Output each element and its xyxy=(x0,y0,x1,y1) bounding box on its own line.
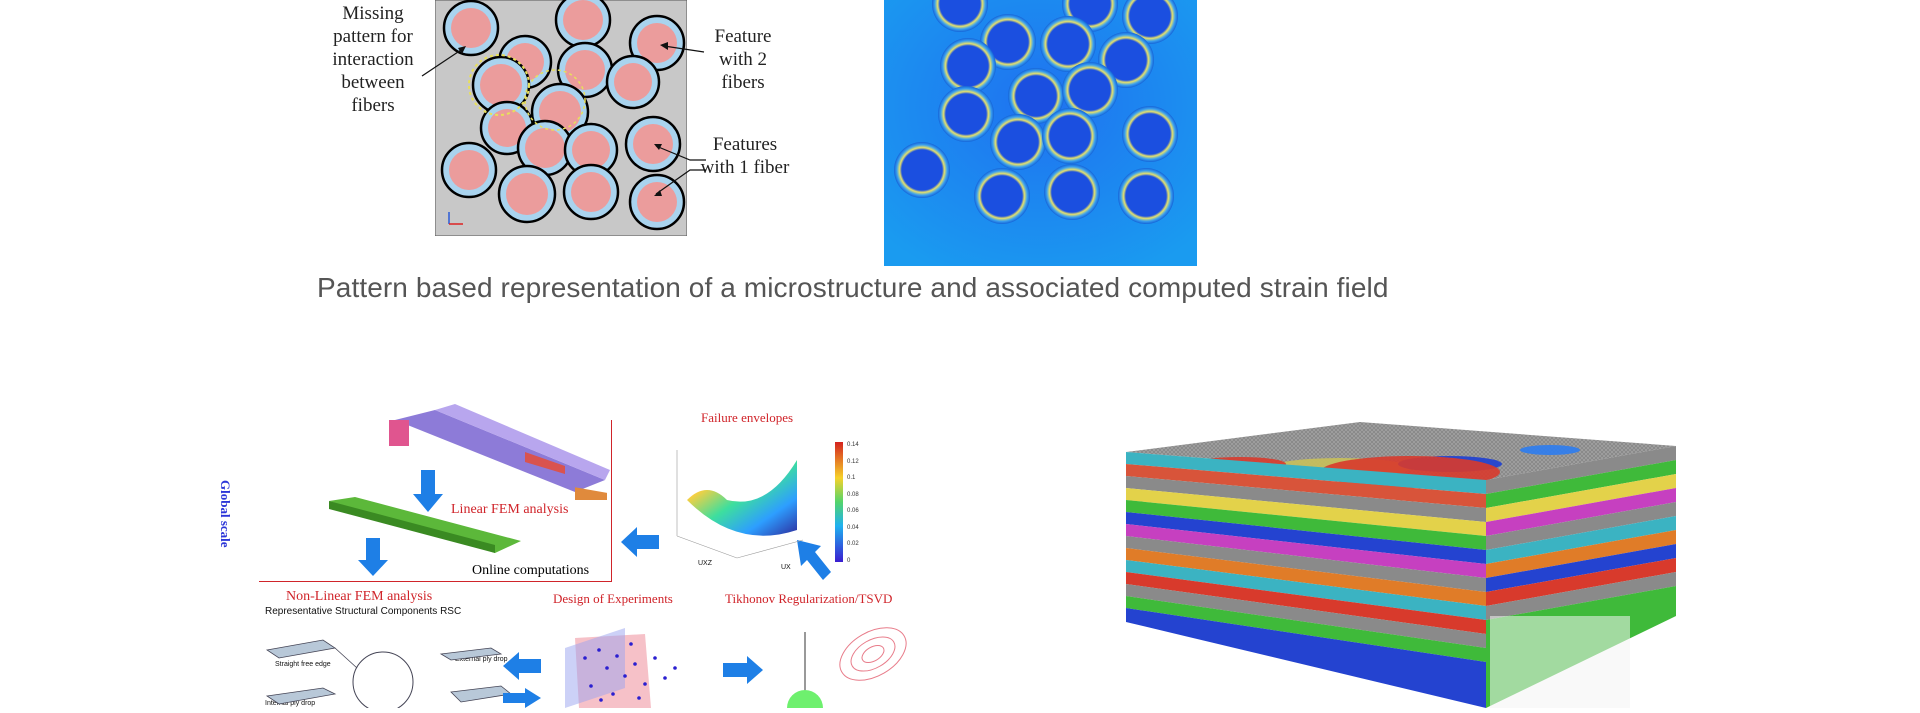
structural-beam-lower xyxy=(329,497,521,553)
global-scale-label: Global scale xyxy=(218,480,233,548)
rsc-label: Representative Structural Components RSC xyxy=(265,606,462,617)
internal-ply-drop-label: Internal ply drop xyxy=(265,700,316,707)
laminate-mesh-figure xyxy=(1120,416,1680,708)
design-of-experiments-label: Design of Experiments xyxy=(553,591,673,606)
online-frame-right xyxy=(611,420,612,582)
colorbar xyxy=(835,442,843,562)
straight-free-edge-label: Straight free edge xyxy=(275,661,331,668)
colorbar-tick: 0 xyxy=(847,557,851,564)
colorbar-tick: 0.1 xyxy=(847,475,856,482)
tikhonov-label: Tikhonov Regularization/TSVD xyxy=(725,591,893,606)
failure-envelopes-title: Failure envelopes xyxy=(701,410,794,425)
colorbar-tick: 0.08 xyxy=(847,491,859,498)
colorbar-tick: 0.12 xyxy=(847,458,859,465)
microstructure-pattern-figure xyxy=(434,0,688,237)
strain-field-figure xyxy=(884,0,1197,266)
missing-pattern-arrow xyxy=(421,46,466,77)
missing-pattern-annotation: Missing pattern for interaction between … xyxy=(332,3,414,116)
down-arrow-2 xyxy=(358,538,388,576)
feature-2-fibers-annotation: Feature with 2 fibers xyxy=(714,26,772,93)
tikhonov-ellipse-sketch xyxy=(787,627,907,708)
microstructure-pattern-image xyxy=(434,0,688,237)
failure-envelope-surface xyxy=(676,450,804,559)
laminate-mesh-image xyxy=(1126,422,1676,708)
colorbar-ticks: 0.14 0.12 0.1 0.08 0.06 0.04 0.02 0 xyxy=(847,442,859,564)
nonlinear-fem-label: Non-Linear FEM analysis xyxy=(286,589,433,604)
diagonal-arrow-tikhonov xyxy=(797,540,831,580)
workflow-figure: Global scale Linear FEM analysis Online … xyxy=(218,400,955,708)
left-arrow-online xyxy=(621,527,659,557)
linear-fem-label: Linear FEM analysis xyxy=(451,502,569,517)
features-1-fiber-annotation: Features with 1 fiber xyxy=(700,134,790,178)
doe-scatter xyxy=(565,628,677,708)
strain-field-image xyxy=(884,0,1197,266)
axis-label-uxz: UXZ xyxy=(698,560,712,567)
down-arrow-1 xyxy=(413,470,443,512)
rsc-sketches xyxy=(265,639,414,708)
external-ply-drop-label: External ply drop xyxy=(455,656,508,663)
colorbar-tick: 0.06 xyxy=(847,508,859,515)
colorbar-tick: 0.04 xyxy=(847,524,859,531)
right-arrow-rsc xyxy=(503,688,541,708)
colorbar-tick: 0.02 xyxy=(847,541,859,548)
axis-label-ux: UX xyxy=(781,564,791,571)
feature-2-fibers-arrow xyxy=(660,42,705,53)
right-arrow-doe xyxy=(723,656,763,684)
online-frame-bottom xyxy=(259,581,611,582)
figure-caption: Pattern based representation of a micros… xyxy=(317,272,1389,303)
colorbar-tick: 0.14 xyxy=(847,442,859,448)
left-arrow-rsc xyxy=(503,652,541,680)
structural-beam-upper xyxy=(389,404,610,500)
online-computations-label: Online computations xyxy=(472,563,590,578)
features-1-fiber-bracket xyxy=(654,144,706,196)
